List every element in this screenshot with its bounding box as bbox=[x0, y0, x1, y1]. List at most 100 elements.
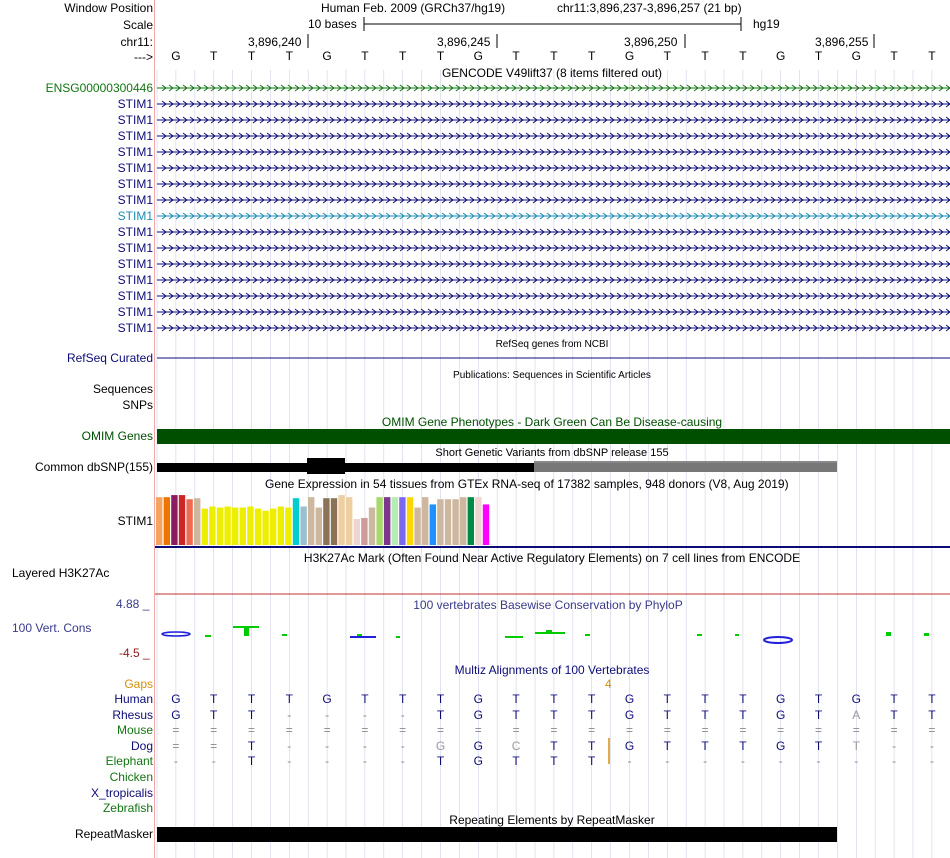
gtex-tissue-bar[interactable] bbox=[482, 504, 490, 545]
gtex-tissue-bar[interactable] bbox=[429, 504, 436, 545]
multiz-species-label[interactable]: Rhesus bbox=[112, 707, 153, 722]
gtex-tissue-bar[interactable] bbox=[467, 497, 474, 545]
multiz-base: T bbox=[512, 707, 520, 722]
gtex-tissue-bar[interactable] bbox=[361, 517, 368, 545]
gtex-tissue-bar[interactable] bbox=[338, 495, 345, 545]
gtex-tissue-bar[interactable] bbox=[368, 507, 376, 545]
position-text: chr11:3,896,237-3,896,257 (21 bp) bbox=[557, 1, 742, 15]
gencode-item-label[interactable]: STIM1 bbox=[117, 257, 153, 271]
gtex-tissue-bar[interactable] bbox=[178, 495, 186, 545]
multiz-base: T bbox=[588, 692, 596, 706]
gencode-item-label[interactable]: STIM1 bbox=[117, 241, 153, 255]
gtex-tissue-bar[interactable] bbox=[194, 498, 201, 545]
multiz-species-label[interactable]: Human bbox=[114, 692, 153, 706]
multiz-base: - bbox=[816, 754, 821, 769]
multiz-species-label[interactable]: X_tropicalis bbox=[90, 785, 153, 800]
gtex-tissue-bar[interactable] bbox=[171, 495, 178, 545]
gtex-tissue-bar[interactable] bbox=[224, 506, 231, 545]
gencode-item-label[interactable]: STIM1 bbox=[117, 193, 153, 207]
gtex-tissue-bar[interactable] bbox=[406, 497, 414, 545]
gtex-tissue-bar[interactable] bbox=[422, 497, 429, 545]
base-letter: T bbox=[739, 49, 747, 63]
gencode-item-label[interactable]: STIM1 bbox=[117, 273, 153, 287]
multiz-species-label[interactable]: Dog bbox=[130, 738, 153, 753]
gtex-tissue-bar[interactable] bbox=[277, 506, 284, 545]
publications-sequences-label[interactable]: Sequences bbox=[92, 382, 153, 396]
gencode-item-label[interactable]: STIM1 bbox=[117, 145, 153, 159]
omim-bar[interactable] bbox=[157, 429, 950, 444]
gencode-item-label[interactable]: STIM1 bbox=[117, 113, 153, 127]
multiz-species-label[interactable]: Mouse bbox=[116, 723, 153, 738]
gtex-tissue-bar[interactable] bbox=[270, 508, 277, 545]
gtex-tissue-bar[interactable] bbox=[452, 499, 459, 545]
gtex-tissue-bar[interactable] bbox=[292, 498, 300, 545]
gtex-tissue-bar[interactable] bbox=[300, 506, 307, 545]
dbsnp-grey-variant-body[interactable] bbox=[534, 463, 837, 472]
gtex-tissue-bar[interactable] bbox=[201, 508, 208, 545]
gencode-item-label[interactable]: STIM1 bbox=[117, 129, 153, 143]
gtex-tissue-bar[interactable] bbox=[156, 497, 163, 545]
gtex-tissue-bar[interactable] bbox=[163, 497, 170, 545]
multiz-species-label[interactable]: Chicken bbox=[109, 770, 153, 784]
multiz-species-label[interactable]: Elephant bbox=[105, 754, 153, 769]
phylop-label[interactable]: 100 Vert. Cons bbox=[12, 621, 92, 635]
gtex-tissue-bar[interactable] bbox=[186, 499, 193, 545]
h3k27ac-label[interactable]: Layered H3K27Ac bbox=[12, 566, 110, 580]
omim-label[interactable]: OMIM Genes bbox=[81, 429, 153, 443]
gencode-item-label[interactable]: STIM1 bbox=[117, 161, 153, 175]
multiz-species-label[interactable]: Zebrafish bbox=[102, 801, 153, 816]
gencode-strand-arrows bbox=[161, 116, 950, 124]
gtex-tissue-bar[interactable] bbox=[254, 508, 262, 545]
gtex-tissue-bar[interactable] bbox=[308, 497, 315, 545]
gtex-tissue-bar[interactable] bbox=[391, 497, 398, 545]
gtex-label[interactable]: STIM1 bbox=[117, 514, 153, 528]
base-letter: G bbox=[473, 49, 483, 63]
repeatmasker-label[interactable]: RepeatMasker bbox=[74, 827, 153, 841]
gtex-tissue-bar[interactable] bbox=[376, 497, 383, 545]
base-letter: T bbox=[890, 49, 898, 63]
dbsnp-title: Short Genetic Variants from dbSNP releas… bbox=[435, 447, 669, 459]
multiz-title: Multiz Alignments of 100 Vertebrates bbox=[454, 663, 650, 677]
dbsnp-variant[interactable] bbox=[307, 458, 345, 474]
gtex-tissue-bar[interactable] bbox=[239, 507, 246, 545]
multiz-base: = bbox=[172, 738, 180, 753]
publications-snps-label[interactable]: SNPs bbox=[122, 398, 153, 412]
gencode-item-label[interactable]: STIM1 bbox=[117, 97, 153, 111]
gtex-tissue-bar[interactable] bbox=[460, 497, 467, 545]
repeatmasker-bar[interactable] bbox=[157, 827, 837, 842]
refseq-label[interactable]: RefSeq Curated bbox=[66, 351, 153, 365]
gencode-item-label[interactable]: STIM1 bbox=[117, 305, 153, 319]
dbsnp-bar[interactable] bbox=[157, 463, 837, 472]
gtex-tissue-bar[interactable] bbox=[315, 507, 322, 545]
gtex-tissue-bar[interactable] bbox=[216, 507, 224, 545]
gtex-tissue-bar[interactable] bbox=[437, 499, 444, 545]
dbsnp-label[interactable]: Common dbSNP(155) bbox=[34, 460, 153, 474]
gtex-tissue-bar[interactable] bbox=[346, 497, 353, 545]
gtex-tissue-bar[interactable] bbox=[323, 498, 330, 545]
multiz-base: T bbox=[890, 692, 898, 706]
gtex-tissue-bar[interactable] bbox=[414, 507, 421, 545]
gtex-tissue-bar[interactable] bbox=[475, 497, 482, 545]
gencode-item-label[interactable]: STIM1 bbox=[117, 225, 153, 239]
gtex-tissue-bar[interactable] bbox=[330, 498, 338, 545]
multiz-base: - bbox=[211, 754, 216, 769]
gencode-item-label[interactable]: STIM1 bbox=[117, 321, 153, 335]
gtex-tissue-bar[interactable] bbox=[209, 506, 216, 545]
gtex-tissue-bar[interactable] bbox=[262, 510, 269, 545]
gtex-tissue-bar[interactable] bbox=[232, 507, 239, 545]
gencode-item-label[interactable]: STIM1 bbox=[117, 209, 153, 223]
gtex-tissue-bar[interactable] bbox=[444, 499, 452, 545]
base-letter: G bbox=[776, 49, 786, 63]
gtex-tissue-bar[interactable] bbox=[384, 497, 391, 545]
multiz-base: T bbox=[739, 738, 747, 753]
gtex-tissue-bar[interactable] bbox=[247, 506, 254, 545]
gencode-item-label[interactable]: ENSG00000300446 bbox=[45, 81, 153, 95]
gtex-tissue-bar[interactable] bbox=[353, 519, 360, 545]
gtex-tissue-bar[interactable] bbox=[285, 507, 292, 545]
gencode-item-label[interactable]: STIM1 bbox=[117, 177, 153, 191]
base-letter: T bbox=[361, 49, 369, 63]
multiz-base: T bbox=[247, 707, 256, 722]
gencode-item-label[interactable]: STIM1 bbox=[117, 289, 153, 303]
gtex-tissue-bar[interactable] bbox=[399, 497, 406, 545]
